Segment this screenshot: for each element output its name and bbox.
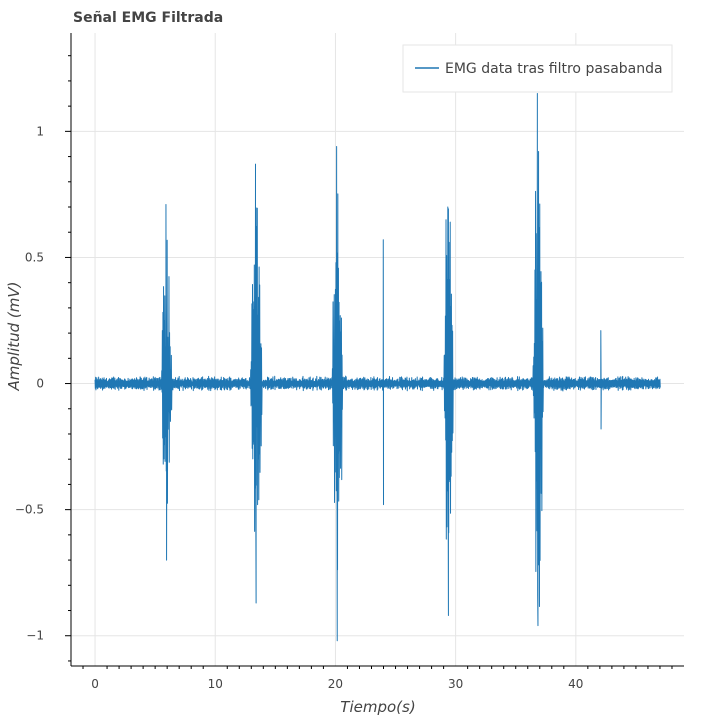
x-tick-label: 30: [448, 677, 463, 691]
y-tick-label: 1: [36, 124, 44, 138]
chart-title: Señal EMG Filtrada: [73, 10, 223, 26]
x-tick-label: 40: [568, 677, 583, 691]
legend-box: [402, 44, 673, 93]
grid: [71, 33, 684, 666]
x-tick-label: 20: [328, 677, 343, 691]
axes: 0 10 20 30 40 −1 −0.5 0 0.5 1: [15, 33, 684, 691]
y-tick-label: −1: [26, 629, 44, 643]
x-axis-label: Tiempo(s): [340, 698, 415, 716]
y-tick-label: −0.5: [15, 503, 44, 517]
y-tick-label: 0: [36, 377, 44, 391]
x-tick-label: 10: [208, 677, 223, 691]
legend-label: EMG data tras filtro pasabanda: [445, 61, 663, 77]
emg-series-line: [94, 93, 661, 642]
y-axis-label: Amplitud (mV): [5, 282, 23, 392]
y-tick-label: 0.5: [25, 250, 44, 264]
series-layer: [94, 93, 661, 642]
legend: EMG data tras filtro pasabanda: [402, 44, 673, 93]
x-tick-label: 0: [91, 677, 99, 691]
